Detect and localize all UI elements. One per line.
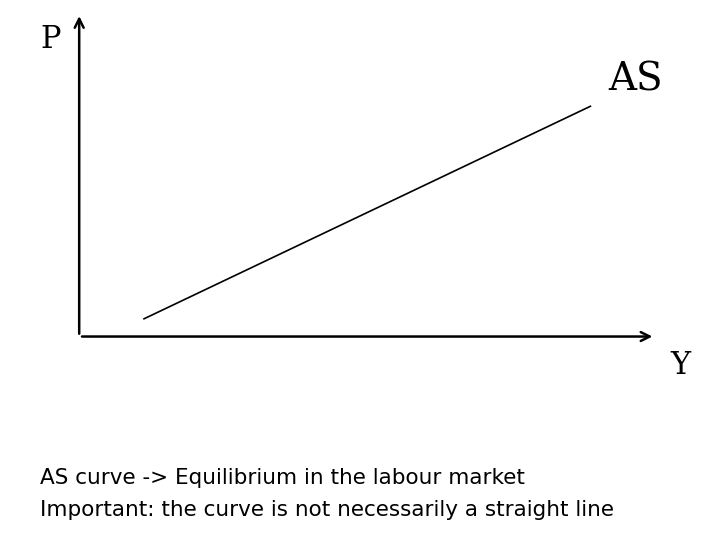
Text: AS curve -> Equilibrium in the labour market: AS curve -> Equilibrium in the labour ma… [40,468,524,488]
Text: Y: Y [670,350,690,381]
Text: Important: the curve is not necessarily a straight line: Important: the curve is not necessarily … [40,500,613,521]
Text: P: P [40,24,60,56]
Text: AS: AS [608,61,663,98]
